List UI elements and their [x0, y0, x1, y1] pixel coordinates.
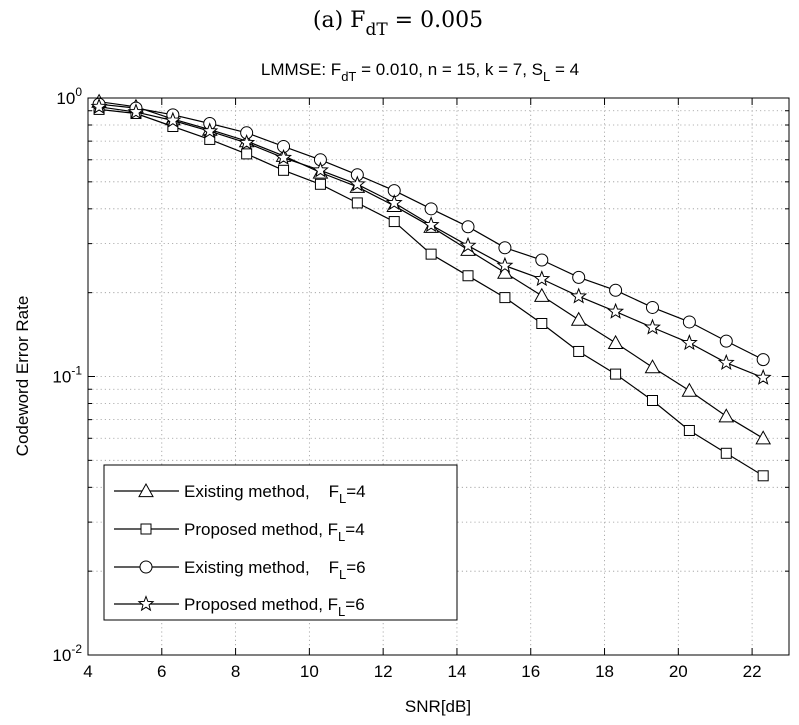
data-point	[645, 300, 659, 314]
data-point	[570, 287, 588, 304]
x-tick-label: 14	[447, 662, 466, 681]
data-point	[533, 270, 551, 287]
data-point	[609, 283, 623, 297]
data-point	[717, 353, 735, 370]
data-point	[314, 178, 326, 190]
data-point	[756, 353, 770, 367]
ticks	[87, 97, 789, 656]
y-tick-labels: 100 10-1 10-2	[52, 85, 82, 665]
legend-marker	[140, 523, 152, 535]
x-tick-label: 16	[521, 662, 540, 681]
x-tick-label: 10	[300, 662, 319, 681]
x-tick-label: 8	[231, 662, 240, 681]
data-point	[536, 317, 548, 329]
data-point	[644, 359, 661, 374]
data-point	[755, 430, 772, 445]
x-tick-label: 20	[669, 662, 688, 681]
data-point	[348, 175, 366, 192]
legend-label: Existing method, FL​=6	[184, 558, 366, 582]
series-layer	[90, 93, 772, 482]
x-axis-label: SNR[dB]	[405, 697, 471, 716]
legend-entry: Existing method, FL​=4	[114, 482, 366, 506]
series-star	[90, 97, 772, 385]
data-point	[535, 253, 549, 267]
data-point	[461, 220, 475, 234]
data-point	[607, 302, 625, 319]
data-point	[570, 311, 587, 326]
x-tick-label: 18	[595, 662, 614, 681]
chart-title: LMMSE: FdT​ = 0.010, n = 15, k = 7, SL​ …	[261, 60, 579, 84]
y-tick-label: 10-2	[52, 642, 82, 665]
legend-label: Existing method, FL​=4	[184, 482, 366, 506]
data-point	[757, 470, 769, 482]
legend-entry: Proposed method, FL​=4	[114, 520, 365, 544]
data-point	[462, 270, 474, 282]
data-point	[459, 236, 477, 253]
figure-caption: (a) FdT​ = 0.005	[313, 8, 483, 40]
x-tick-label: 4	[83, 662, 92, 681]
data-point	[680, 334, 698, 351]
data-point	[683, 424, 695, 436]
legend-entry: Existing method, FL​=6	[114, 558, 366, 582]
legend: Existing method, FL​=4 Proposed method, F…	[103, 464, 458, 621]
data-point	[385, 194, 403, 211]
data-point	[498, 241, 512, 255]
data-point	[127, 103, 145, 120]
data-point	[90, 97, 108, 114]
data-point	[719, 334, 733, 348]
data-point	[720, 447, 732, 459]
x-tick-labels: 4 6 8 10 12 14 16 18 20 22	[83, 662, 761, 681]
data-point	[496, 256, 514, 273]
data-point	[311, 161, 329, 178]
data-point	[201, 122, 219, 139]
data-point	[754, 368, 772, 385]
x-tick-label: 6	[157, 662, 166, 681]
data-point	[718, 408, 735, 423]
data-point	[681, 382, 698, 397]
data-point	[164, 111, 182, 128]
legend-marker	[139, 560, 153, 574]
y-tick-label: 100	[56, 85, 82, 108]
x-tick-label: 12	[374, 662, 393, 681]
grid	[87, 98, 789, 655]
data-point	[425, 248, 437, 260]
legend-entry: Proposed method, FL​=6	[114, 595, 365, 619]
data-point	[610, 368, 622, 380]
data-point	[646, 395, 658, 407]
data-point	[275, 148, 293, 165]
data-point	[278, 164, 290, 176]
legend-label: Proposed method, FL​=6	[184, 595, 365, 619]
data-point	[241, 148, 253, 160]
legend-marker	[137, 595, 155, 612]
y-tick-label: 10-1	[52, 364, 82, 387]
data-point	[388, 216, 400, 228]
legend-label: Proposed method, FL​=4	[184, 520, 365, 544]
x-tick-label: 22	[743, 662, 762, 681]
data-point	[572, 270, 586, 284]
y-axis-label: Codeword Error Rate	[13, 296, 32, 457]
data-point	[238, 133, 256, 151]
data-point	[682, 315, 696, 329]
data-point	[533, 287, 550, 302]
data-point	[351, 197, 363, 209]
data-point	[644, 318, 661, 335]
data-point	[573, 345, 585, 357]
data-point	[424, 202, 438, 216]
data-point	[607, 334, 624, 350]
legend-marker	[138, 482, 154, 498]
data-point	[499, 292, 511, 304]
data-point	[497, 264, 513, 279]
data-point	[422, 216, 440, 233]
